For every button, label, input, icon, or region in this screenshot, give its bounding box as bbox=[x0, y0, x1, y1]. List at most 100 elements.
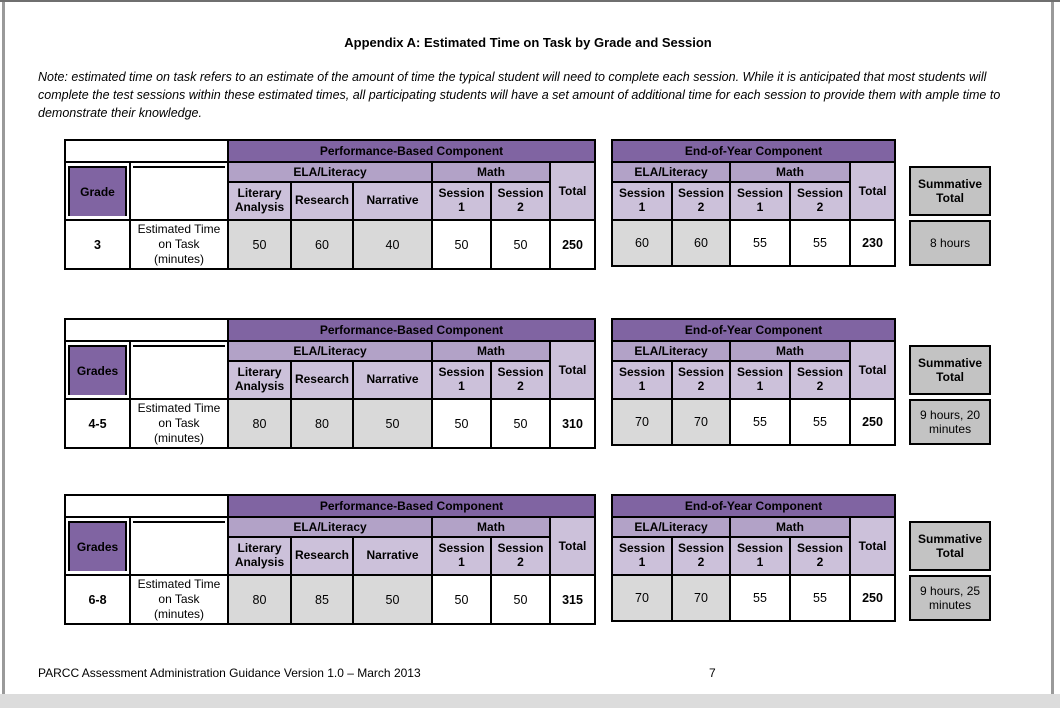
time-value-cell: 50 bbox=[490, 574, 551, 626]
column-header-session-2: Session 2 bbox=[671, 360, 731, 401]
summative-total-block: Summative Total 9 hours, 20 minutes bbox=[909, 345, 992, 446]
bottom-strip bbox=[0, 694, 1060, 708]
end-of-year-table: End-of-Year Component ELA/Literacy Math … bbox=[610, 139, 897, 268]
right-edge-line bbox=[1051, 2, 1054, 699]
column-header-research: Research bbox=[290, 360, 354, 401]
column-header-session-2: Session 2 bbox=[789, 360, 851, 401]
performance-based-table: Performance-Based Component Grade ELA/Li… bbox=[64, 139, 596, 271]
column-header-session-2: Session 2 bbox=[671, 181, 731, 222]
subject-header-row: ELA/Literacy Math Total bbox=[611, 161, 897, 222]
page-footer: PARCC Assessment Administration Guidance… bbox=[38, 666, 1051, 680]
column-header-literary-analysis: Literary Analysis bbox=[227, 360, 292, 401]
grade-header-cell: Grades bbox=[64, 340, 131, 401]
time-value-cell: 85 bbox=[290, 574, 354, 626]
time-value-cell: 70 bbox=[611, 574, 673, 623]
total-column-header: Total bbox=[549, 161, 596, 222]
subject-header-row: Grades ELA/Literacy Math Total bbox=[64, 340, 596, 401]
grade-header-cell: Grade bbox=[64, 161, 131, 222]
left-edge-line bbox=[2, 2, 5, 696]
column-header-row: Literary Analysis Research Narrative Ses… bbox=[65, 181, 595, 222]
time-value-cell: 55 bbox=[789, 219, 851, 268]
time-value-cell: 70 bbox=[671, 574, 731, 623]
math-group-header: Math bbox=[431, 161, 551, 184]
math-group-header: Math bbox=[729, 516, 851, 539]
component-header-row: End-of-Year Component bbox=[610, 139, 897, 164]
data-row: 4-5 Estimated Time on Task (minutes) 80 … bbox=[64, 398, 596, 450]
empty-header-box bbox=[133, 166, 225, 217]
total-column-header: Total bbox=[848, 516, 897, 577]
summative-total-value: 9 hours, 20 minutes bbox=[909, 399, 992, 446]
time-value-cell: 60 bbox=[671, 219, 731, 268]
eoy-component-header: End-of-Year Component bbox=[610, 494, 897, 519]
time-value-cell: 70 bbox=[611, 398, 673, 447]
component-header-row: End-of-Year Component bbox=[610, 494, 897, 519]
grade-3-band: Performance-Based Component Grade ELA/Li… bbox=[5, 139, 1051, 271]
summative-total-block: Summative Total 9 hours, 25 minutes bbox=[909, 521, 992, 622]
ela-group-header: ELA/Literacy bbox=[611, 516, 731, 539]
spacer-cell bbox=[64, 318, 229, 343]
grade-header-cell: Grades bbox=[64, 516, 131, 577]
column-header-session-1: Session 1 bbox=[611, 360, 673, 401]
grade-value-cell: 4-5 bbox=[64, 398, 131, 450]
time-value-cell: 50 bbox=[490, 219, 551, 271]
ela-group-header: ELA/Literacy bbox=[227, 161, 433, 184]
summative-total-value: 9 hours, 25 minutes bbox=[909, 575, 992, 622]
component-header-row: End-of-Year Component bbox=[610, 318, 897, 343]
subject-header-row: ELA/Literacy Math Total bbox=[611, 516, 897, 577]
total-value-cell: 250 bbox=[549, 219, 596, 271]
data-row: 70 70 55 55 250 bbox=[611, 574, 897, 623]
column-header-literary-analysis: Literary Analysis bbox=[227, 536, 292, 577]
data-row: 6-8 Estimated Time on Task (minutes) 80 … bbox=[64, 574, 596, 626]
column-header-narrative: Narrative bbox=[352, 536, 433, 577]
total-column-header: Total bbox=[848, 340, 897, 401]
total-value-cell: 315 bbox=[549, 574, 596, 626]
column-header-literary-analysis: Literary Analysis bbox=[227, 181, 292, 222]
total-column-header: Total bbox=[549, 516, 596, 577]
column-header-session-2: Session 2 bbox=[789, 181, 851, 222]
note-paragraph: Note: estimated time on task refers to a… bbox=[38, 70, 1001, 120]
summative-total-header: Summative Total bbox=[909, 345, 992, 396]
data-row: 70 70 55 55 250 bbox=[611, 398, 897, 447]
column-header-row: Literary Analysis Research Narrative Ses… bbox=[65, 536, 595, 577]
component-header-row: Performance-Based Component bbox=[64, 494, 596, 519]
column-header-row: Session 1 Session 2 Session 1 Session 2 bbox=[611, 360, 895, 401]
time-value-cell: 50 bbox=[227, 219, 292, 271]
spacer-cell bbox=[64, 139, 229, 164]
math-group-header: Math bbox=[431, 340, 551, 363]
math-group-header: Math bbox=[729, 340, 851, 363]
time-value-cell: 55 bbox=[729, 574, 791, 623]
time-value-cell: 55 bbox=[789, 574, 851, 623]
time-value-cell: 60 bbox=[290, 219, 354, 271]
ela-group-header: ELA/Literacy bbox=[611, 161, 731, 184]
column-header-session-1: Session 1 bbox=[611, 536, 673, 577]
page-number: 7 bbox=[709, 666, 716, 681]
summative-total-block: Summative Total 8 hours bbox=[909, 166, 992, 267]
summative-total-header: Summative Total bbox=[909, 521, 992, 572]
page-title: Appendix A: Estimated Time on Task by Gr… bbox=[344, 35, 712, 50]
column-header-row: Session 1 Session 2 Session 1 Session 2 bbox=[611, 536, 895, 577]
component-header-row: Performance-Based Component bbox=[64, 318, 596, 343]
column-header-session-1: Session 1 bbox=[431, 360, 492, 401]
column-header-row: Session 1 Session 2 Session 1 Session 2 bbox=[611, 181, 895, 222]
summative-total-value: 8 hours bbox=[909, 220, 992, 267]
component-header-row: Performance-Based Component bbox=[64, 139, 596, 164]
total-column-header: Total bbox=[549, 340, 596, 401]
spacer-cell bbox=[64, 494, 229, 519]
time-value-cell: 55 bbox=[729, 398, 791, 447]
eoy-component-header: End-of-Year Component bbox=[610, 139, 897, 164]
ela-group-header: ELA/Literacy bbox=[227, 516, 433, 539]
column-header-session-1: Session 1 bbox=[729, 360, 791, 401]
column-header-narrative: Narrative bbox=[352, 360, 433, 401]
math-group-header: Math bbox=[431, 516, 551, 539]
column-header-row: Literary Analysis Research Narrative Ses… bbox=[65, 360, 595, 401]
column-header-session-2: Session 2 bbox=[490, 181, 551, 222]
time-value-cell: 50 bbox=[490, 398, 551, 450]
column-header-research: Research bbox=[290, 181, 354, 222]
row-label-cell: Estimated Time on Task (minutes) bbox=[129, 398, 229, 450]
time-value-cell: 50 bbox=[431, 574, 492, 626]
data-row: 60 60 55 55 230 bbox=[611, 219, 897, 268]
column-header-session-1: Session 1 bbox=[729, 181, 791, 222]
total-value-cell: 230 bbox=[848, 219, 897, 268]
summative-total-header: Summative Total bbox=[909, 166, 992, 217]
empty-header-box bbox=[133, 521, 225, 572]
